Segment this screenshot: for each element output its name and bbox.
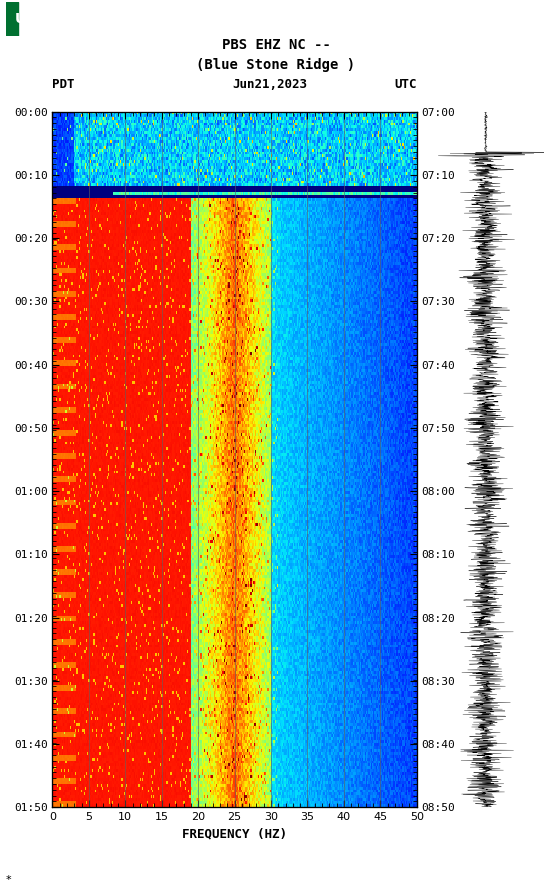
X-axis label: FREQUENCY (HZ): FREQUENCY (HZ) xyxy=(182,828,287,840)
Text: USGS: USGS xyxy=(14,12,57,26)
Text: PBS EHZ NC --: PBS EHZ NC -- xyxy=(221,38,331,53)
Text: UTC: UTC xyxy=(394,78,417,92)
Polygon shape xyxy=(6,2,18,36)
Text: PDT: PDT xyxy=(52,78,75,92)
Text: Jun21,2023: Jun21,2023 xyxy=(232,78,307,92)
Text: *: * xyxy=(6,875,11,885)
Text: (Blue Stone Ridge ): (Blue Stone Ridge ) xyxy=(197,58,355,72)
